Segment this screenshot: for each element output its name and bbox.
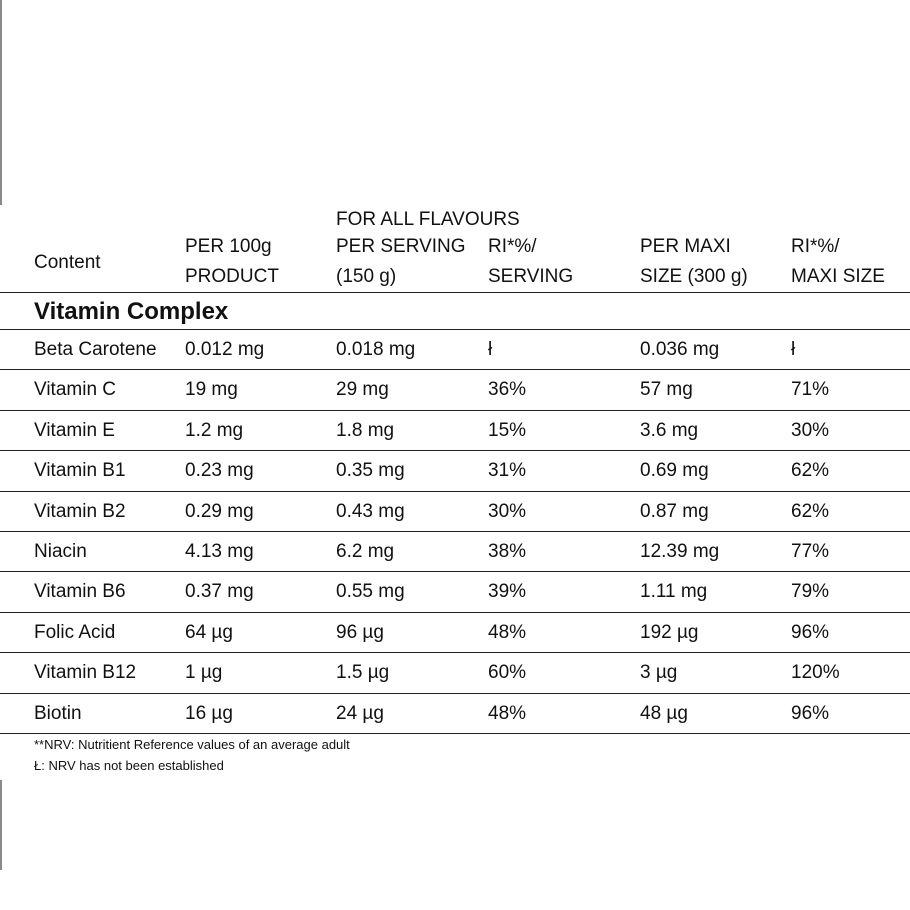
row-label: Niacin <box>34 541 87 562</box>
table-row: Vitamin B6 0.37 mg 0.55 mg 39% 1.11 mg 79% <box>0 572 910 612</box>
table-cell: 120% <box>791 662 840 684</box>
row-divider <box>0 531 910 532</box>
table-cell: 77% <box>791 541 830 562</box>
table-cell: 79% <box>791 581 830 603</box>
table-row: Folic Acid 64 µg 96 µg 48% 192 µg 96% <box>0 613 910 653</box>
table-cell: 57 mg <box>640 379 693 401</box>
table-cell: 6.2 mg <box>336 541 395 562</box>
table-cell: 0.87 mg <box>640 500 709 522</box>
table-cell: 62% <box>791 500 830 522</box>
table-cell: 1 µg <box>185 662 223 684</box>
column-header-ri-serving: RI*%/ SERVING <box>488 236 574 287</box>
footnote-nrv: **NRV: Nutritient Reference values of an… <box>34 737 350 752</box>
table-cell: 19 mg <box>185 379 238 401</box>
row-divider <box>0 733 910 734</box>
table-cell: 24 µg <box>336 702 384 724</box>
table-cell: 0.012 mg <box>185 339 265 360</box>
column-header-content-label: Content <box>34 252 101 273</box>
table-cell: 0.37 mg <box>185 581 254 603</box>
table-cell: 36% <box>488 379 527 401</box>
row-label: Vitamin E <box>34 419 115 441</box>
column-header-per-maxi-size: PER MAXI SIZE (300 g) <box>640 236 748 287</box>
table-cell: 0.018 mg <box>336 339 416 360</box>
row-label: Vitamin B2 <box>34 500 126 522</box>
table-cell: 0.43 mg <box>336 500 405 522</box>
table-cell: 0.29 mg <box>185 500 254 522</box>
table-cell: 48% <box>488 621 527 643</box>
table-cell: 12.39 mg <box>640 541 720 562</box>
row-divider <box>0 369 910 371</box>
table-cell: 1.11 mg <box>640 581 708 603</box>
row-label: Vitamin B1 <box>34 460 126 482</box>
column-header-per-100g: PER 100g PRODUCT <box>185 236 279 287</box>
header-divider <box>0 292 910 293</box>
table-cell: 48 µg <box>640 702 688 724</box>
row-divider <box>0 652 910 654</box>
row-label: Vitamin B6 <box>34 581 126 603</box>
row-label: Biotin <box>34 702 82 724</box>
table-row: Vitamin E 1.2 mg 1.8 mg 15% 3.6 mg 30% <box>0 411 910 451</box>
table-cell: 1.5 µg <box>336 662 390 684</box>
table-cell: ł <box>488 339 493 360</box>
table-cell: 0.23 mg <box>185 460 254 482</box>
flavours-label: FOR ALL FLAVOURS <box>336 209 520 230</box>
table-cell: 3 µg <box>640 662 678 684</box>
table-cell: ł <box>791 339 796 360</box>
row-label: Beta Carotene <box>34 339 157 360</box>
section-title: Vitamin Complex <box>34 298 229 325</box>
row-divider <box>0 692 910 694</box>
row-divider <box>0 409 910 411</box>
table-row: Vitamin C 19 mg 29 mg 36% 57 mg 71% <box>0 370 910 410</box>
table-cell: 29 mg <box>336 379 389 401</box>
row-label: Vitamin C <box>34 379 117 401</box>
table-cell: 64 µg <box>185 621 233 643</box>
table-row: Vitamin B1 0.23 mg 0.35 mg 31% 0.69 mg 62% <box>0 451 910 491</box>
row-label: Folic Acid <box>34 621 116 643</box>
row-divider <box>0 490 910 492</box>
table-cell: 0.036 mg <box>640 339 720 360</box>
table-cell: 71% <box>791 379 830 401</box>
row-divider <box>0 571 910 573</box>
table-row: Biotin 16 µg 24 µg 48% 48 µg 96% <box>0 694 910 734</box>
row-label: Vitamin B12 <box>34 662 137 684</box>
table-cell: 16 µg <box>185 702 233 724</box>
table-cell: 31% <box>488 460 527 482</box>
table-cell: 96 µg <box>336 621 384 643</box>
footnote-not-established: Ł: NRV has not been established <box>34 758 224 773</box>
table-cell: 0.35 mg <box>336 460 405 482</box>
row-divider <box>0 611 910 613</box>
table-cell: 48% <box>488 702 527 724</box>
table-cell: 62% <box>791 460 830 482</box>
table-cell: 15% <box>488 419 527 441</box>
table-row: Niacin 4.13 mg 6.2 mg 38% 12.39 mg 77% <box>0 532 910 572</box>
table-cell: 192 µg <box>640 621 699 643</box>
table-row: Vitamin B12 1 µg 1.5 µg 60% 3 µg 120% <box>0 653 910 693</box>
table-cell: 30% <box>488 500 527 522</box>
table-cell: 60% <box>488 662 527 684</box>
table-row: Beta Carotene 0.012 mg 0.018 mg ł 0.036 mg ł <box>0 330 910 370</box>
table-cell: 3.6 mg <box>640 419 699 441</box>
table-cell: 1.8 mg <box>336 419 395 441</box>
table-cell: 39% <box>488 581 527 603</box>
table-cell: 0.55 mg <box>336 581 405 603</box>
table-cell: 4.13 mg <box>185 541 254 562</box>
left-edge-mark <box>0 780 2 870</box>
column-header-ri-maxi-size: RI*%/ MAXI SIZE <box>791 236 885 287</box>
table-cell: 30% <box>791 419 830 441</box>
table-cell: 38% <box>488 541 527 562</box>
row-divider <box>0 329 910 330</box>
left-edge-mark <box>0 0 2 205</box>
column-header-per-serving: PER SERVING (150 g) <box>336 236 466 287</box>
table-cell: 1.2 mg <box>185 419 244 441</box>
table-row: Vitamin B2 0.29 mg 0.43 mg 30% 0.87 mg 62% <box>0 492 910 532</box>
row-divider <box>0 450 910 452</box>
table-cell: 0.69 mg <box>640 460 709 482</box>
table-cell: 96% <box>791 621 830 643</box>
table-cell: 96% <box>791 702 830 724</box>
